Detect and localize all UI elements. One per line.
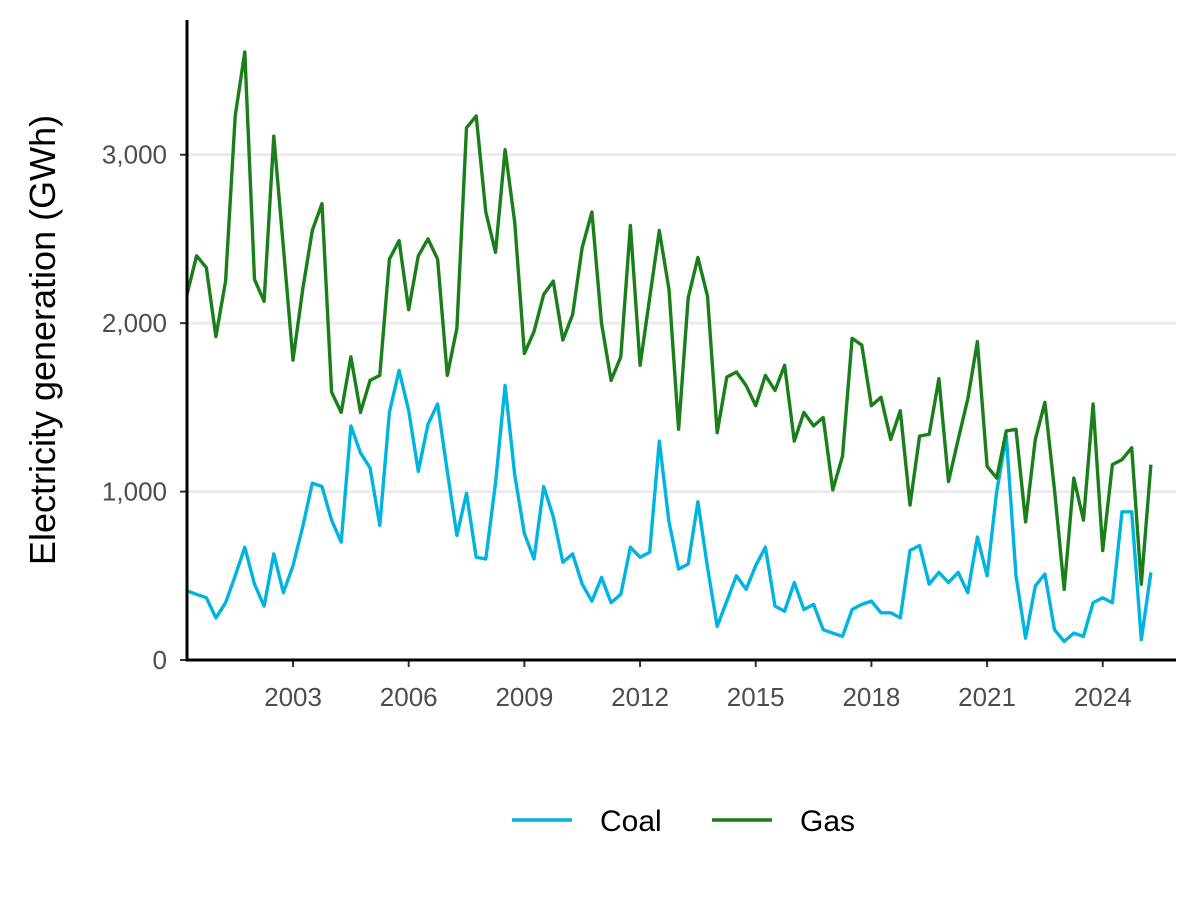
gridlines — [187, 153, 1176, 494]
tick-labels: 0 1,000 2,000 3,000 2003 2006 2009 2012 2015 2018… — [102, 140, 1132, 712]
x-tick-label: 2018 — [842, 682, 900, 712]
legend-label-coal: Coal — [600, 805, 662, 838]
x-tick-label: 2024 — [1074, 682, 1132, 712]
legend: Coal Gas — [512, 805, 855, 838]
y-tick-label: 2,000 — [102, 308, 167, 338]
y-tick-label: 0 — [153, 645, 167, 675]
x-tick-label: 2003 — [264, 682, 322, 712]
x-tick-label: 2015 — [727, 682, 785, 712]
y-axis-title: Electricity generation (GWh) — [22, 115, 63, 565]
x-tick-label: 2012 — [611, 682, 669, 712]
series-line-coal — [186, 368, 1153, 644]
axes — [180, 20, 1176, 667]
y-tick-label: 3,000 — [102, 140, 167, 170]
series-line-gas — [185, 50, 1153, 591]
x-tick-label: 2006 — [380, 682, 438, 712]
series-lines — [185, 50, 1153, 644]
y-tick-label: 1,000 — [102, 477, 167, 507]
legend-label-gas: Gas — [800, 805, 855, 838]
x-tick-label: 2021 — [958, 682, 1016, 712]
x-tick-label: 2009 — [495, 682, 553, 712]
